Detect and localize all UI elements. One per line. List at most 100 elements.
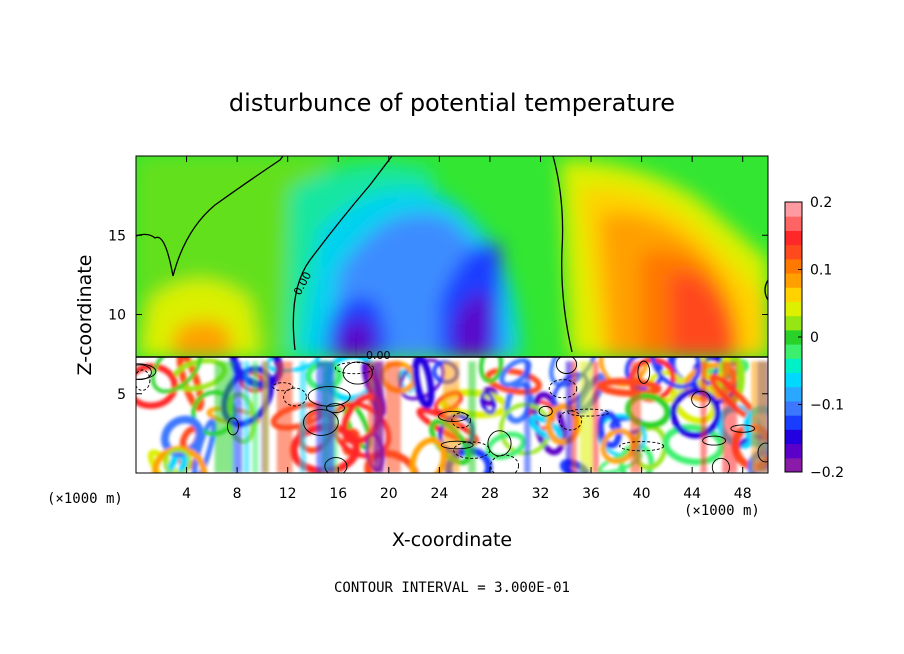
upper-field: 0.00 — [136, 156, 768, 357]
y-unit-label: (×1000 m) — [47, 491, 123, 507]
turbulent-streak — [163, 448, 192, 473]
colorbar-tick-label: −0.1 — [810, 398, 844, 414]
field-region — [670, 272, 733, 357]
x-tick-label: 36 — [582, 486, 600, 502]
contour-line — [637, 360, 651, 384]
colorbar-swatch — [785, 400, 802, 416]
plume-streak — [592, 361, 599, 473]
x-tick-label: 12 — [279, 486, 297, 502]
colorbar-swatch — [785, 216, 802, 231]
contour-line — [757, 442, 768, 463]
y-tick-label: 10 — [108, 308, 126, 324]
contour-line — [538, 405, 553, 417]
colorbar-swatch — [785, 415, 802, 430]
plume-streak — [385, 361, 401, 473]
colorbar-swatch — [785, 301, 802, 317]
contour-line — [691, 390, 711, 409]
plume-streak — [751, 361, 768, 473]
turbulent-streak — [152, 446, 208, 473]
y-tick-label: 15 — [108, 228, 126, 244]
colorbar-swatch — [785, 443, 802, 459]
contour-line — [227, 417, 239, 436]
contour-interval-note: CONTOUR INTERVAL = 3.000E-01 — [334, 580, 570, 596]
plume-streak — [700, 361, 707, 473]
contour-line — [326, 403, 345, 414]
turbulent-streak — [136, 363, 178, 409]
contour-line — [555, 357, 578, 374]
x-tick-label: 16 — [329, 486, 347, 502]
colorbar-swatch — [785, 315, 802, 331]
turbulent-streak — [412, 357, 435, 409]
contour-label: 0.00 — [366, 349, 391, 362]
plume-streak — [524, 361, 531, 473]
colorbar: 0.2 0.1 0 −0.1 −0.2 — [784, 195, 844, 481]
turbulent-streak — [625, 392, 671, 429]
contour-line — [440, 440, 474, 450]
plume-streak — [565, 361, 573, 473]
x-axis-label: X-coordinate — [392, 529, 512, 551]
colorbar-swatch — [785, 429, 802, 445]
contour-line — [552, 156, 573, 353]
colorbar-swatch — [785, 358, 802, 374]
plume-streak — [630, 361, 641, 473]
contour-line — [451, 412, 471, 429]
x-tick-label: 8 — [233, 486, 242, 502]
contour-line — [324, 457, 348, 473]
x-tick-label: 44 — [683, 486, 701, 502]
x-ticks: 4 8 12 16 20 24 28 32 36 40 44 48 — [182, 156, 752, 502]
turbulent-streak — [662, 424, 725, 466]
x-tick-label: 32 — [532, 486, 550, 502]
contour-line — [702, 435, 727, 446]
colorbar-swatch — [785, 287, 802, 302]
plume-streak — [243, 361, 250, 473]
turbulent-streak — [559, 459, 590, 473]
y-axis-label: Z-coordinate — [74, 255, 96, 376]
turbulent-streak — [600, 428, 636, 464]
field-region — [338, 320, 375, 357]
plume-streak — [214, 361, 234, 473]
contour-line — [438, 410, 468, 422]
plume-streak — [373, 361, 384, 473]
turbulent-streak — [480, 391, 496, 415]
contour-line — [558, 410, 583, 431]
colorbar-swatch — [785, 202, 802, 217]
field-region — [172, 320, 232, 357]
colorbar-tick-label: 0 — [810, 330, 819, 346]
contour-line — [283, 387, 307, 407]
contour-line — [711, 457, 730, 473]
colorbar-swatch — [785, 329, 802, 345]
plume-streak — [579, 361, 593, 473]
plume-streak — [316, 361, 335, 473]
x-unit-label: (×1000 m) — [684, 503, 760, 519]
contour-line — [136, 369, 151, 391]
contour-line — [764, 279, 768, 301]
turbulent-streak — [649, 357, 702, 389]
contour-line — [619, 441, 665, 452]
y-ticks: 5 10 15 — [108, 228, 768, 403]
x-tick-label: 28 — [481, 486, 499, 502]
turbulent-streak — [478, 357, 504, 384]
turbulent-streak — [409, 437, 447, 473]
contour-line — [136, 364, 152, 381]
colorbar-swatch — [785, 258, 802, 274]
contour-line — [334, 362, 375, 375]
plume-streak — [722, 361, 738, 473]
colorbar-swatch — [785, 244, 802, 260]
plume-streak — [468, 361, 476, 473]
turbulent-streak — [485, 367, 542, 395]
contour-line — [136, 156, 284, 277]
turbulent-streak — [161, 415, 204, 458]
turbulent-streak — [151, 357, 203, 394]
colorbar-swatch — [785, 273, 802, 288]
plume-streak — [262, 361, 269, 473]
plume-streak — [232, 361, 243, 473]
contour-line — [307, 386, 351, 407]
plume-streak — [276, 361, 293, 473]
contour-line — [730, 424, 756, 433]
turbulent-streak — [597, 377, 662, 397]
contour-line — [567, 408, 610, 417]
x-tick-label: 40 — [633, 486, 651, 502]
colorbar-tick-label: 0.1 — [810, 263, 832, 279]
